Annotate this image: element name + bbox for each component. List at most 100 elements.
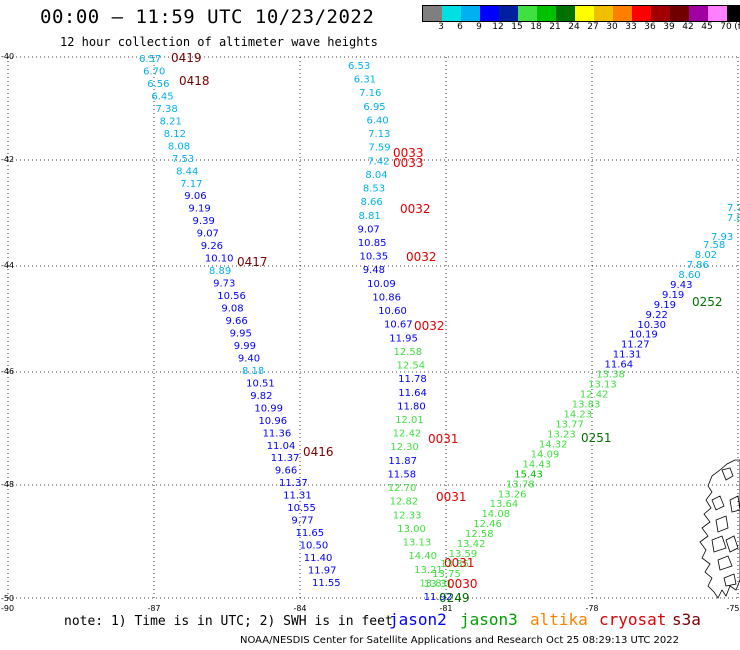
time-tag: 0416 — [303, 445, 334, 459]
legend-swatch — [518, 6, 537, 21]
wave-height-label: 7.58 — [703, 240, 725, 251]
wave-height-label: 8.08 — [168, 141, 190, 152]
footer-credit: NOAA/NESDIS Center for Satellite Applica… — [240, 635, 679, 646]
wave-height-label: 8.66 — [360, 197, 382, 208]
wave-height-label: 9.43 — [670, 280, 692, 291]
wave-height-label: 9.82 — [250, 391, 272, 402]
time-tag: 0031 — [444, 556, 475, 570]
lon-label: -78 — [585, 604, 598, 613]
wave-height-label: 7.17 — [180, 179, 202, 190]
legend-swatch — [670, 6, 689, 21]
wave-height-label: 11.04 — [267, 441, 296, 452]
lon-label: -87 — [147, 604, 160, 613]
wave-height-label: 11.87 — [388, 456, 417, 467]
legend-label: 15 — [511, 22, 523, 32]
wave-height-label: 10.09 — [367, 279, 396, 290]
wave-height-label: 10.35 — [360, 252, 389, 263]
wave-height-label: 14.09 — [531, 449, 560, 460]
wave-height-label: 11.58 — [387, 469, 416, 480]
wave-height-label: 8.89 — [209, 266, 231, 277]
wave-height-label: 10.10 — [205, 254, 234, 265]
legend-label: 21 — [549, 22, 561, 32]
wave-height-label: 8.53 — [363, 184, 385, 195]
legend-label: 36 — [644, 22, 656, 32]
wave-height-label: 9.48 — [363, 265, 385, 276]
wave-height-label: 10.86 — [372, 292, 401, 303]
wave-height-label: 11.65 — [296, 528, 325, 539]
legend-swatch — [556, 6, 575, 21]
wave-height-label: 7.86 — [687, 260, 709, 271]
time-tag: 0033 — [393, 146, 424, 160]
wave-height-label: 13.64 — [490, 499, 519, 510]
satellite-jason2: jason2 — [389, 610, 447, 629]
wave-height-label: 13.26 — [498, 489, 527, 500]
wave-height-label: 10.50 — [300, 541, 329, 552]
wave-height-label: 7.53 — [172, 154, 194, 165]
wave-height-label: 12.46 — [473, 519, 502, 530]
lon-label: -81 — [439, 604, 452, 613]
wave-height-label: 13.81 — [419, 578, 448, 589]
color-scale-legend — [422, 5, 740, 22]
wave-height-label: 6.40 — [366, 115, 388, 126]
wave-height-label: 14.32 — [539, 439, 568, 450]
wave-height-label: 13.35 — [440, 559, 469, 570]
wave-height-label: 9.07 — [358, 224, 380, 235]
wave-height-label: 8.18 — [242, 366, 264, 377]
time-tag: 0252 — [692, 295, 723, 309]
wave-height-label: 6.70 — [143, 66, 165, 77]
wave-height-label: 12.82 — [390, 497, 419, 508]
time-tag: 0251 — [581, 431, 612, 445]
wave-height-label: 10.55 — [287, 503, 316, 514]
legend-swatch — [575, 6, 594, 21]
wave-height-label: 6.53 — [348, 61, 370, 72]
wave-height-label: 12.70 — [388, 483, 417, 494]
wave-height-label: 11.64 — [398, 388, 427, 399]
legend-label: 42 — [682, 22, 694, 32]
legend-label: 12 — [492, 22, 504, 32]
wave-height-label: 13.23 — [547, 429, 576, 440]
satellite-jason3: jason3 — [460, 610, 518, 629]
legend-swatch — [594, 6, 613, 21]
wave-height-label: 14.40 — [408, 551, 437, 562]
lon-label: -90 — [1, 604, 14, 613]
wave-height-label: 10.56 — [217, 291, 246, 302]
wave-height-label: 7.7 — [727, 203, 740, 214]
legend-swatch — [499, 6, 518, 21]
wave-height-label: 13.42 — [457, 539, 486, 550]
wave-height-tracks: 6.576.70 6.566.45 7.388.21 8.128.08 7.538.44… — [139, 54, 725, 603]
wave-height-label: 12.58 — [465, 529, 494, 540]
time-tag: 0417 — [237, 255, 268, 269]
legend-label: 70 — [720, 22, 732, 32]
wave-height-label: 13.77 — [555, 419, 584, 430]
legend-swatch — [613, 6, 632, 21]
wave-height-label: 7.59 — [368, 143, 390, 154]
wave-height-label: 9.77 — [291, 516, 313, 527]
wave-height-label: 13.31 — [424, 579, 453, 590]
wave-height-label: 13.21 — [414, 565, 443, 576]
legend-swatch — [632, 6, 651, 21]
legend-swatch — [651, 6, 670, 21]
legend-swatch — [708, 6, 727, 21]
wave-height-label: 14.08 — [481, 509, 510, 520]
wave-height-label: 11.31 — [283, 491, 312, 502]
legend-label: (ft) — [734, 22, 740, 32]
lat-label: -42 — [1, 155, 14, 164]
time-tag: 0032 — [400, 202, 431, 216]
wave-height-label: 9.66 — [226, 316, 248, 327]
wave-height-label: 8.02 — [695, 250, 717, 261]
wave-height-label: 7.93 — [711, 232, 733, 243]
legend-label: 9 — [476, 22, 482, 32]
wave-height-label: 13.38 — [596, 370, 625, 381]
lat-label: -44 — [1, 261, 14, 270]
wave-height-label: 9.66 — [275, 466, 297, 477]
wave-height-label: 8.44 — [176, 166, 198, 177]
legend-label: 24 — [568, 22, 580, 32]
coastline-path — [699, 459, 740, 599]
wave-height-label: 8.21 — [160, 116, 182, 127]
legend-label: 39 — [663, 22, 675, 32]
legend-swatch — [537, 6, 556, 21]
wave-height-label: 6.95 — [363, 102, 385, 113]
wave-height-label: 7.38 — [155, 104, 177, 115]
